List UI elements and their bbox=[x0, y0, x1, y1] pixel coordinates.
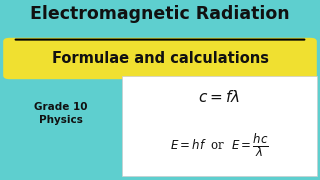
Text: $c = f\lambda$: $c = f\lambda$ bbox=[198, 89, 240, 105]
Text: Formulae and calculations: Formulae and calculations bbox=[52, 51, 268, 66]
FancyBboxPatch shape bbox=[3, 38, 317, 79]
Text: Electromagnetic Radiation: Electromagnetic Radiation bbox=[30, 5, 290, 23]
Text: $E = hf$  or  $E = \dfrac{hc}{\lambda}$: $E = hf$ or $E = \dfrac{hc}{\lambda}$ bbox=[170, 132, 268, 159]
FancyBboxPatch shape bbox=[122, 76, 317, 176]
Text: Grade 10
Physics: Grade 10 Physics bbox=[34, 102, 88, 125]
